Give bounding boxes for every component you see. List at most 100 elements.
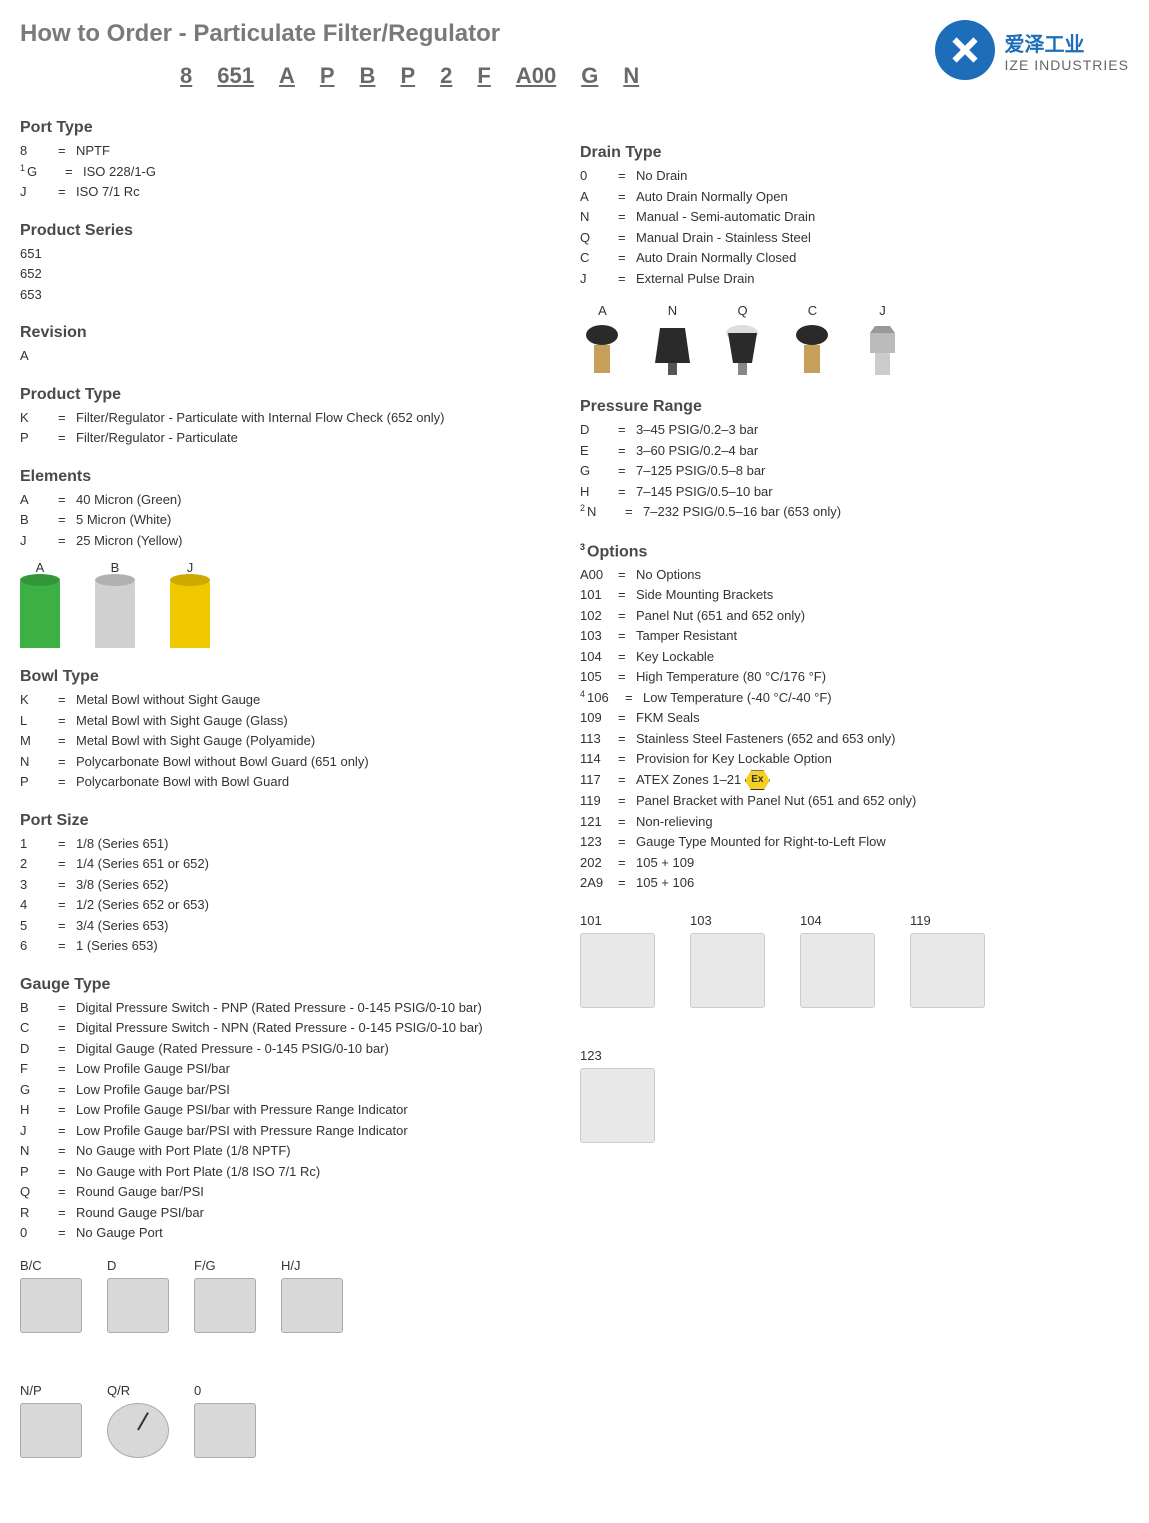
row-desc: Round Gauge PSI/bar bbox=[76, 1203, 540, 1223]
row-desc: 105 + 106 bbox=[636, 873, 1100, 893]
option-image-label: 104 bbox=[800, 913, 822, 928]
table-row: J=Low Profile Gauge bar/PSI with Pressur… bbox=[20, 1121, 540, 1141]
row-desc: Manual - Semi-automatic Drain bbox=[636, 207, 1100, 227]
row-code: 2A9 bbox=[580, 873, 618, 893]
row-eq: = bbox=[58, 731, 76, 751]
row-desc: External Pulse Drain bbox=[636, 269, 1100, 289]
left-column: Port Type 8=NPTF 1G=ISO 228/1-G J=ISO 7/… bbox=[20, 119, 540, 1503]
cylinder-label: B bbox=[111, 560, 120, 575]
row-desc: 3/4 (Series 653) bbox=[76, 916, 540, 936]
table-row: 5=3/4 (Series 653) bbox=[20, 916, 540, 936]
row-desc: Polycarbonate Bowl without Bowl Guard (6… bbox=[76, 752, 540, 772]
row-eq: = bbox=[58, 772, 76, 792]
row-eq: = bbox=[618, 441, 636, 461]
product-series-title: Product Series bbox=[20, 222, 540, 240]
gauge-icon bbox=[194, 1403, 256, 1458]
row-desc: No Drain bbox=[636, 166, 1100, 186]
row-code: 117 bbox=[580, 770, 618, 791]
row-desc: 1/8 (Series 651) bbox=[76, 834, 540, 854]
gauge-icon bbox=[194, 1278, 256, 1333]
row-code: D bbox=[580, 420, 618, 440]
row-eq: = bbox=[618, 626, 636, 646]
row-eq: = bbox=[58, 182, 76, 202]
row-code: N bbox=[20, 1141, 58, 1161]
option-icon bbox=[580, 1068, 655, 1143]
row-eq: = bbox=[618, 565, 636, 585]
row-desc: NPTF bbox=[76, 141, 540, 161]
row-code: M bbox=[20, 731, 58, 751]
gauge-icon bbox=[281, 1278, 343, 1333]
row-desc: 7–145 PSIG/0.5–10 bar bbox=[636, 482, 1100, 502]
product-series-section: Product Series 651 652 653 bbox=[20, 222, 540, 305]
row-code: C bbox=[580, 248, 618, 268]
table-row: 103=Tamper Resistant bbox=[580, 626, 1100, 646]
row-desc: Key Lockable bbox=[636, 647, 1100, 667]
table-row: 117=ATEX Zones 1–21 Ex bbox=[580, 770, 1100, 791]
gauge-image-item: F/G bbox=[194, 1258, 256, 1333]
logo: 爱泽工业 IZE INDUSTRIES bbox=[935, 20, 1129, 80]
options-section: 3Options A00=No Options 101=Side Mountin… bbox=[580, 542, 1100, 1143]
table-row: 102=Panel Nut (651 and 652 only) bbox=[580, 606, 1100, 626]
option-image-label: 119 bbox=[910, 913, 931, 928]
row-desc: No Gauge with Port Plate (1/8 NPTF) bbox=[76, 1141, 540, 1161]
row-desc: 1/2 (Series 652 or 653) bbox=[76, 895, 540, 915]
row-code: N bbox=[20, 752, 58, 772]
row-desc: Tamper Resistant bbox=[636, 626, 1100, 646]
options-images: 101103104119123 bbox=[580, 913, 1100, 1143]
cylinder-label: A bbox=[36, 560, 45, 575]
row-desc: Panel Nut (651 and 652 only) bbox=[636, 606, 1100, 626]
row-eq: = bbox=[618, 461, 636, 481]
revision-section: Revision A bbox=[20, 324, 540, 366]
row-code: 113 bbox=[580, 729, 618, 749]
row-desc: 105 + 109 bbox=[636, 853, 1100, 873]
row-code: G bbox=[27, 162, 65, 182]
row-eq: = bbox=[618, 770, 636, 791]
row-desc bbox=[58, 244, 540, 264]
row-desc: Digital Pressure Switch - NPN (Rated Pre… bbox=[76, 1018, 540, 1038]
table-row: P=Polycarbonate Bowl with Bowl Guard bbox=[20, 772, 540, 792]
table-row: 1G=ISO 228/1-G bbox=[20, 162, 540, 182]
options-title-text: Options bbox=[587, 543, 647, 560]
row-eq: = bbox=[58, 998, 76, 1018]
cylinder-item: A bbox=[20, 560, 60, 648]
drain-image-item: Q bbox=[720, 303, 765, 378]
bowl-type-title: Bowl Type bbox=[20, 668, 540, 686]
code-drain-type: N bbox=[623, 63, 639, 89]
row-code: A00 bbox=[580, 565, 618, 585]
option-image-label: 103 bbox=[690, 913, 712, 928]
table-row: 2=1/4 (Series 651 or 652) bbox=[20, 854, 540, 874]
options-title: 3Options bbox=[580, 542, 1100, 561]
row-desc: Side Mounting Brackets bbox=[636, 585, 1100, 605]
row-code: N bbox=[580, 207, 618, 227]
gauge-image-item: Q/R bbox=[107, 1383, 169, 1458]
row-desc: 1/4 (Series 651 or 652) bbox=[76, 854, 540, 874]
row-code: 653 bbox=[20, 285, 58, 305]
table-row: 3=3/8 (Series 652) bbox=[20, 875, 540, 895]
table-row: A=40 Micron (Green) bbox=[20, 490, 540, 510]
row-eq: = bbox=[625, 502, 643, 522]
logo-text: 爱泽工业 IZE INDUSTRIES bbox=[1005, 28, 1129, 73]
gauge-type-section: Gauge Type B=Digital Pressure Switch - P… bbox=[20, 976, 540, 1483]
code-bowl-type: P bbox=[400, 63, 415, 89]
table-row: B=5 Micron (White) bbox=[20, 510, 540, 530]
row-eq: = bbox=[618, 228, 636, 248]
table-row: P=No Gauge with Port Plate (1/8 ISO 7/1 … bbox=[20, 1162, 540, 1182]
row-eq: = bbox=[58, 1223, 76, 1243]
table-row: 2A9=105 + 106 bbox=[580, 873, 1100, 893]
row-eq: = bbox=[618, 606, 636, 626]
row-desc: High Temperature (80 °C/176 °F) bbox=[636, 667, 1100, 687]
table-row: 105=High Temperature (80 °C/176 °F) bbox=[580, 667, 1100, 687]
row-eq: = bbox=[58, 141, 76, 161]
table-row: G=Low Profile Gauge bar/PSI bbox=[20, 1080, 540, 1100]
row-eq: = bbox=[58, 1100, 76, 1120]
row-code: N bbox=[587, 502, 625, 522]
row-code: 119 bbox=[580, 791, 618, 811]
table-row: K=Metal Bowl without Sight Gauge bbox=[20, 690, 540, 710]
table-row: A=Auto Drain Normally Open bbox=[580, 187, 1100, 207]
row-eq: = bbox=[58, 916, 76, 936]
footnote: 2 bbox=[580, 502, 585, 522]
row-code: L bbox=[20, 711, 58, 731]
table-row: L=Metal Bowl with Sight Gauge (Glass) bbox=[20, 711, 540, 731]
row-desc: 3–60 PSIG/0.2–4 bar bbox=[636, 441, 1100, 461]
row-code: B bbox=[20, 998, 58, 1018]
